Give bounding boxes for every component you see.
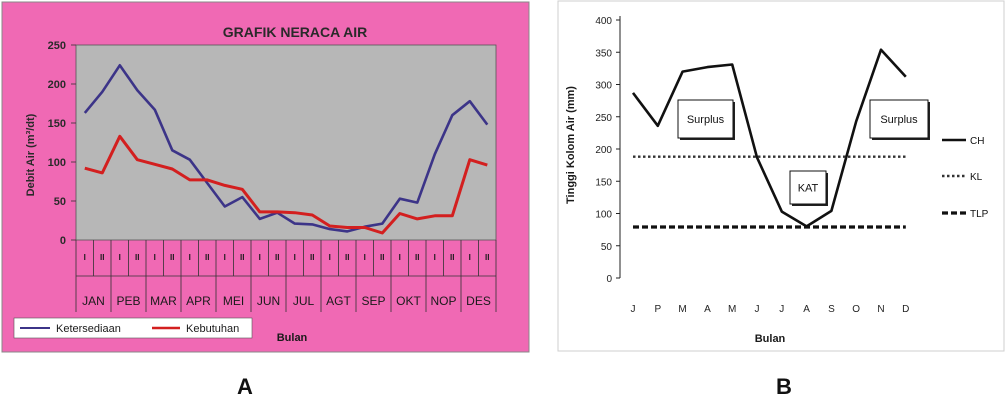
period-tick-label: II <box>170 253 174 262</box>
y-tick-label: 200 <box>595 145 612 156</box>
y-tick-label: 150 <box>595 177 612 188</box>
x-tick-label: P <box>654 304 661 315</box>
chart-a-ylabel: Debit Air (m³/dt) <box>25 113 37 196</box>
y-tick-label: 0 <box>606 274 612 285</box>
y-tick-label: 200 <box>48 79 66 91</box>
panel-label-a: A <box>237 374 253 399</box>
chart-b-series <box>631 48 907 229</box>
month-tick-label: MEI <box>223 294 244 308</box>
chart-a-title: GRAFIK NERACA AIR <box>223 24 367 40</box>
y-tick-label: 100 <box>595 210 612 221</box>
annotation-box-surplus <box>869 99 929 139</box>
annotation-box-surplus <box>677 99 734 139</box>
y-tick-label: 0 <box>60 235 66 247</box>
period-tick-label: I <box>119 253 121 262</box>
period-tick-label: II <box>485 253 489 262</box>
chart-b-ylabel: Tinggi Kolom Air (mm) <box>565 86 577 204</box>
period-tick-label: I <box>434 253 436 262</box>
series-line-ketersediaan <box>83 64 489 233</box>
chart-b: Tinggi Kolom Air (mm) 0 50 100 150 200 250 300… <box>557 0 1005 352</box>
x-tick-label: J <box>755 304 760 315</box>
x-tick-label: D <box>902 304 909 315</box>
period-tick-label: II <box>205 253 209 262</box>
chart-b-xlabel: Bulan <box>755 333 786 345</box>
legend-label-tlp: TLP <box>970 209 989 220</box>
period-tick-label: I <box>294 253 296 262</box>
annotation-label-surplus: Surplus <box>880 114 918 126</box>
chart-a-plot-area <box>75 44 497 241</box>
x-tick-label: A <box>704 304 711 315</box>
x-tick-label: M <box>678 304 686 315</box>
period-tick-label: II <box>380 253 384 262</box>
month-tick-label: JUL <box>293 294 315 308</box>
series-line-ch <box>631 48 907 228</box>
legend-label-ketersediaan: Ketersediaan <box>56 323 121 335</box>
period-tick-label: I <box>154 253 156 262</box>
period-tick-label: II <box>240 253 244 262</box>
chart-a-legend-box <box>13 317 253 339</box>
period-tick-label: I <box>399 253 401 262</box>
panel-label-b: B <box>776 374 792 399</box>
legend-label-kebutuhan: Kebutuhan <box>186 323 239 335</box>
y-tick-label: 250 <box>595 113 612 124</box>
month-tick-label: APR <box>186 294 211 308</box>
month-tick-label: NOP <box>430 294 456 308</box>
y-tick-label: 50 <box>601 242 613 253</box>
month-tick-label: DES <box>466 294 491 308</box>
x-tick-label: J <box>779 304 784 315</box>
chart-b-annotations: Surplus KAT Surplus <box>677 99 930 206</box>
y-tick-label: 50 <box>54 196 66 208</box>
chart-a-xlabel: Bulan <box>277 332 308 344</box>
period-tick-label: II <box>135 253 139 262</box>
period-tick-label: II <box>415 253 419 262</box>
month-tick-label: SEP <box>361 294 385 308</box>
chart-b-y-axis: 0 50 100 150 200 250 300 350 400 <box>595 16 621 285</box>
y-tick-label: 250 <box>48 40 66 52</box>
month-tick-label: JUN <box>257 294 280 308</box>
period-tick-label: II <box>345 253 349 262</box>
x-tick-label: O <box>852 304 860 315</box>
chart-b-legend: CH KL TLP <box>942 136 989 220</box>
y-tick-label: 350 <box>595 48 612 59</box>
period-tick-label: II <box>275 253 279 262</box>
annotation-label-kat: KAT <box>798 183 819 195</box>
y-tick-label: 150 <box>48 118 66 130</box>
period-tick-label: I <box>224 253 226 262</box>
period-tick-label: I <box>189 253 191 262</box>
x-tick-label: S <box>828 304 835 315</box>
legend-label-ch: CH <box>970 136 984 147</box>
period-tick-label: I <box>329 253 331 262</box>
period-tick-label: II <box>100 253 104 262</box>
month-tick-label: MAR <box>150 294 177 308</box>
period-tick-label: II <box>310 253 314 262</box>
series-line-kebutuhan <box>84 134 488 235</box>
period-tick-label: I <box>259 253 261 262</box>
x-tick-label: A <box>803 304 810 315</box>
chart-a-y-axis: 0 50 100 150 200 250 <box>48 40 76 247</box>
chart-a: GRAFIK NERACA AIR Debit Air (m³/dt) 0 50 1… <box>1 1 530 353</box>
period-tick-label: I <box>84 253 86 262</box>
x-tick-label: M <box>728 304 736 315</box>
month-tick-label: JAN <box>82 294 105 308</box>
annotation-label-surplus: Surplus <box>687 114 725 126</box>
chart-b-frame <box>557 0 1005 352</box>
y-tick-label: 400 <box>595 16 612 27</box>
month-tick-label: PEB <box>116 294 140 308</box>
y-tick-label: 300 <box>595 81 612 92</box>
month-tick-label: OKT <box>396 294 421 308</box>
period-tick-label: I <box>469 253 471 262</box>
y-tick-label: 100 <box>48 157 66 169</box>
x-tick-label: N <box>877 304 884 315</box>
annotation-box-kat <box>789 170 827 205</box>
month-tick-label: AGT <box>326 294 351 308</box>
x-tick-label: J <box>631 304 636 315</box>
period-tick-label: II <box>450 253 454 262</box>
period-tick-label: I <box>364 253 366 262</box>
chart-a-series <box>83 64 489 235</box>
legend-label-kl: KL <box>970 172 983 183</box>
